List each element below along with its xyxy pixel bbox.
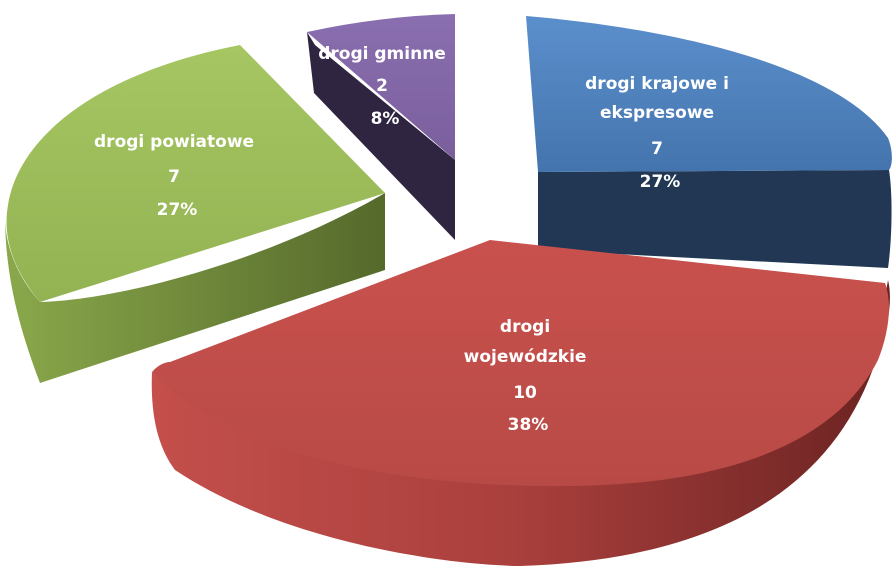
slice-drogi-powiatowe-top	[6, 45, 386, 302]
label-drogi-powiatowe-name-1: drogi powiatowe	[94, 132, 254, 152]
label-drogi-gminne: drogi gminne 2 8%	[318, 44, 452, 129]
slice-drogi-wojewodzkie	[151, 240, 890, 566]
label-drogi-krajowe: drogi krajowe i ekspresowe 7 27%	[585, 74, 735, 192]
label-drogi-powiatowe-percent: 27%	[157, 200, 198, 220]
slice-drogi-gminne	[307, 14, 455, 240]
label-drogi-wojewodzkie-name-2: wojewódzkie	[464, 347, 587, 367]
slice-drogi-gminne-top	[307, 14, 455, 160]
label-drogi-krajowe-percent: 27%	[640, 172, 681, 192]
label-drogi-gminne-percent: 8%	[371, 109, 400, 129]
slice-drogi-wojewodzkie-side	[151, 280, 890, 566]
label-drogi-krajowe-name-1: drogi krajowe i	[585, 74, 729, 94]
slice-drogi-krajowe-side	[538, 170, 892, 268]
label-drogi-krajowe-name-2: ekspresowe	[600, 103, 714, 123]
slice-drogi-powiatowe-side	[5, 193, 385, 383]
label-drogi-gminne-name-1: drogi gminne	[318, 44, 446, 64]
label-drogi-powiatowe: drogi powiatowe 7 27%	[94, 132, 260, 220]
label-drogi-wojewodzkie-value: 10	[513, 383, 537, 403]
slice-drogi-krajowe	[526, 16, 892, 268]
label-drogi-powiatowe-value: 7	[168, 167, 180, 187]
label-drogi-wojewodzkie-percent: 38%	[508, 415, 549, 435]
label-drogi-krajowe-value: 7	[651, 139, 663, 159]
label-drogi-wojewodzkie-name-1: drogi	[500, 317, 550, 337]
slice-drogi-krajowe-top	[526, 16, 892, 172]
slice-drogi-powiatowe	[5, 45, 386, 383]
slice-drogi-wojewodzkie-top	[152, 240, 889, 487]
label-drogi-wojewodzkie: drogi wojewódzkie 10 38%	[464, 317, 593, 435]
label-drogi-gminne-value: 2	[376, 76, 388, 96]
slice-drogi-gminne-side	[307, 32, 455, 240]
